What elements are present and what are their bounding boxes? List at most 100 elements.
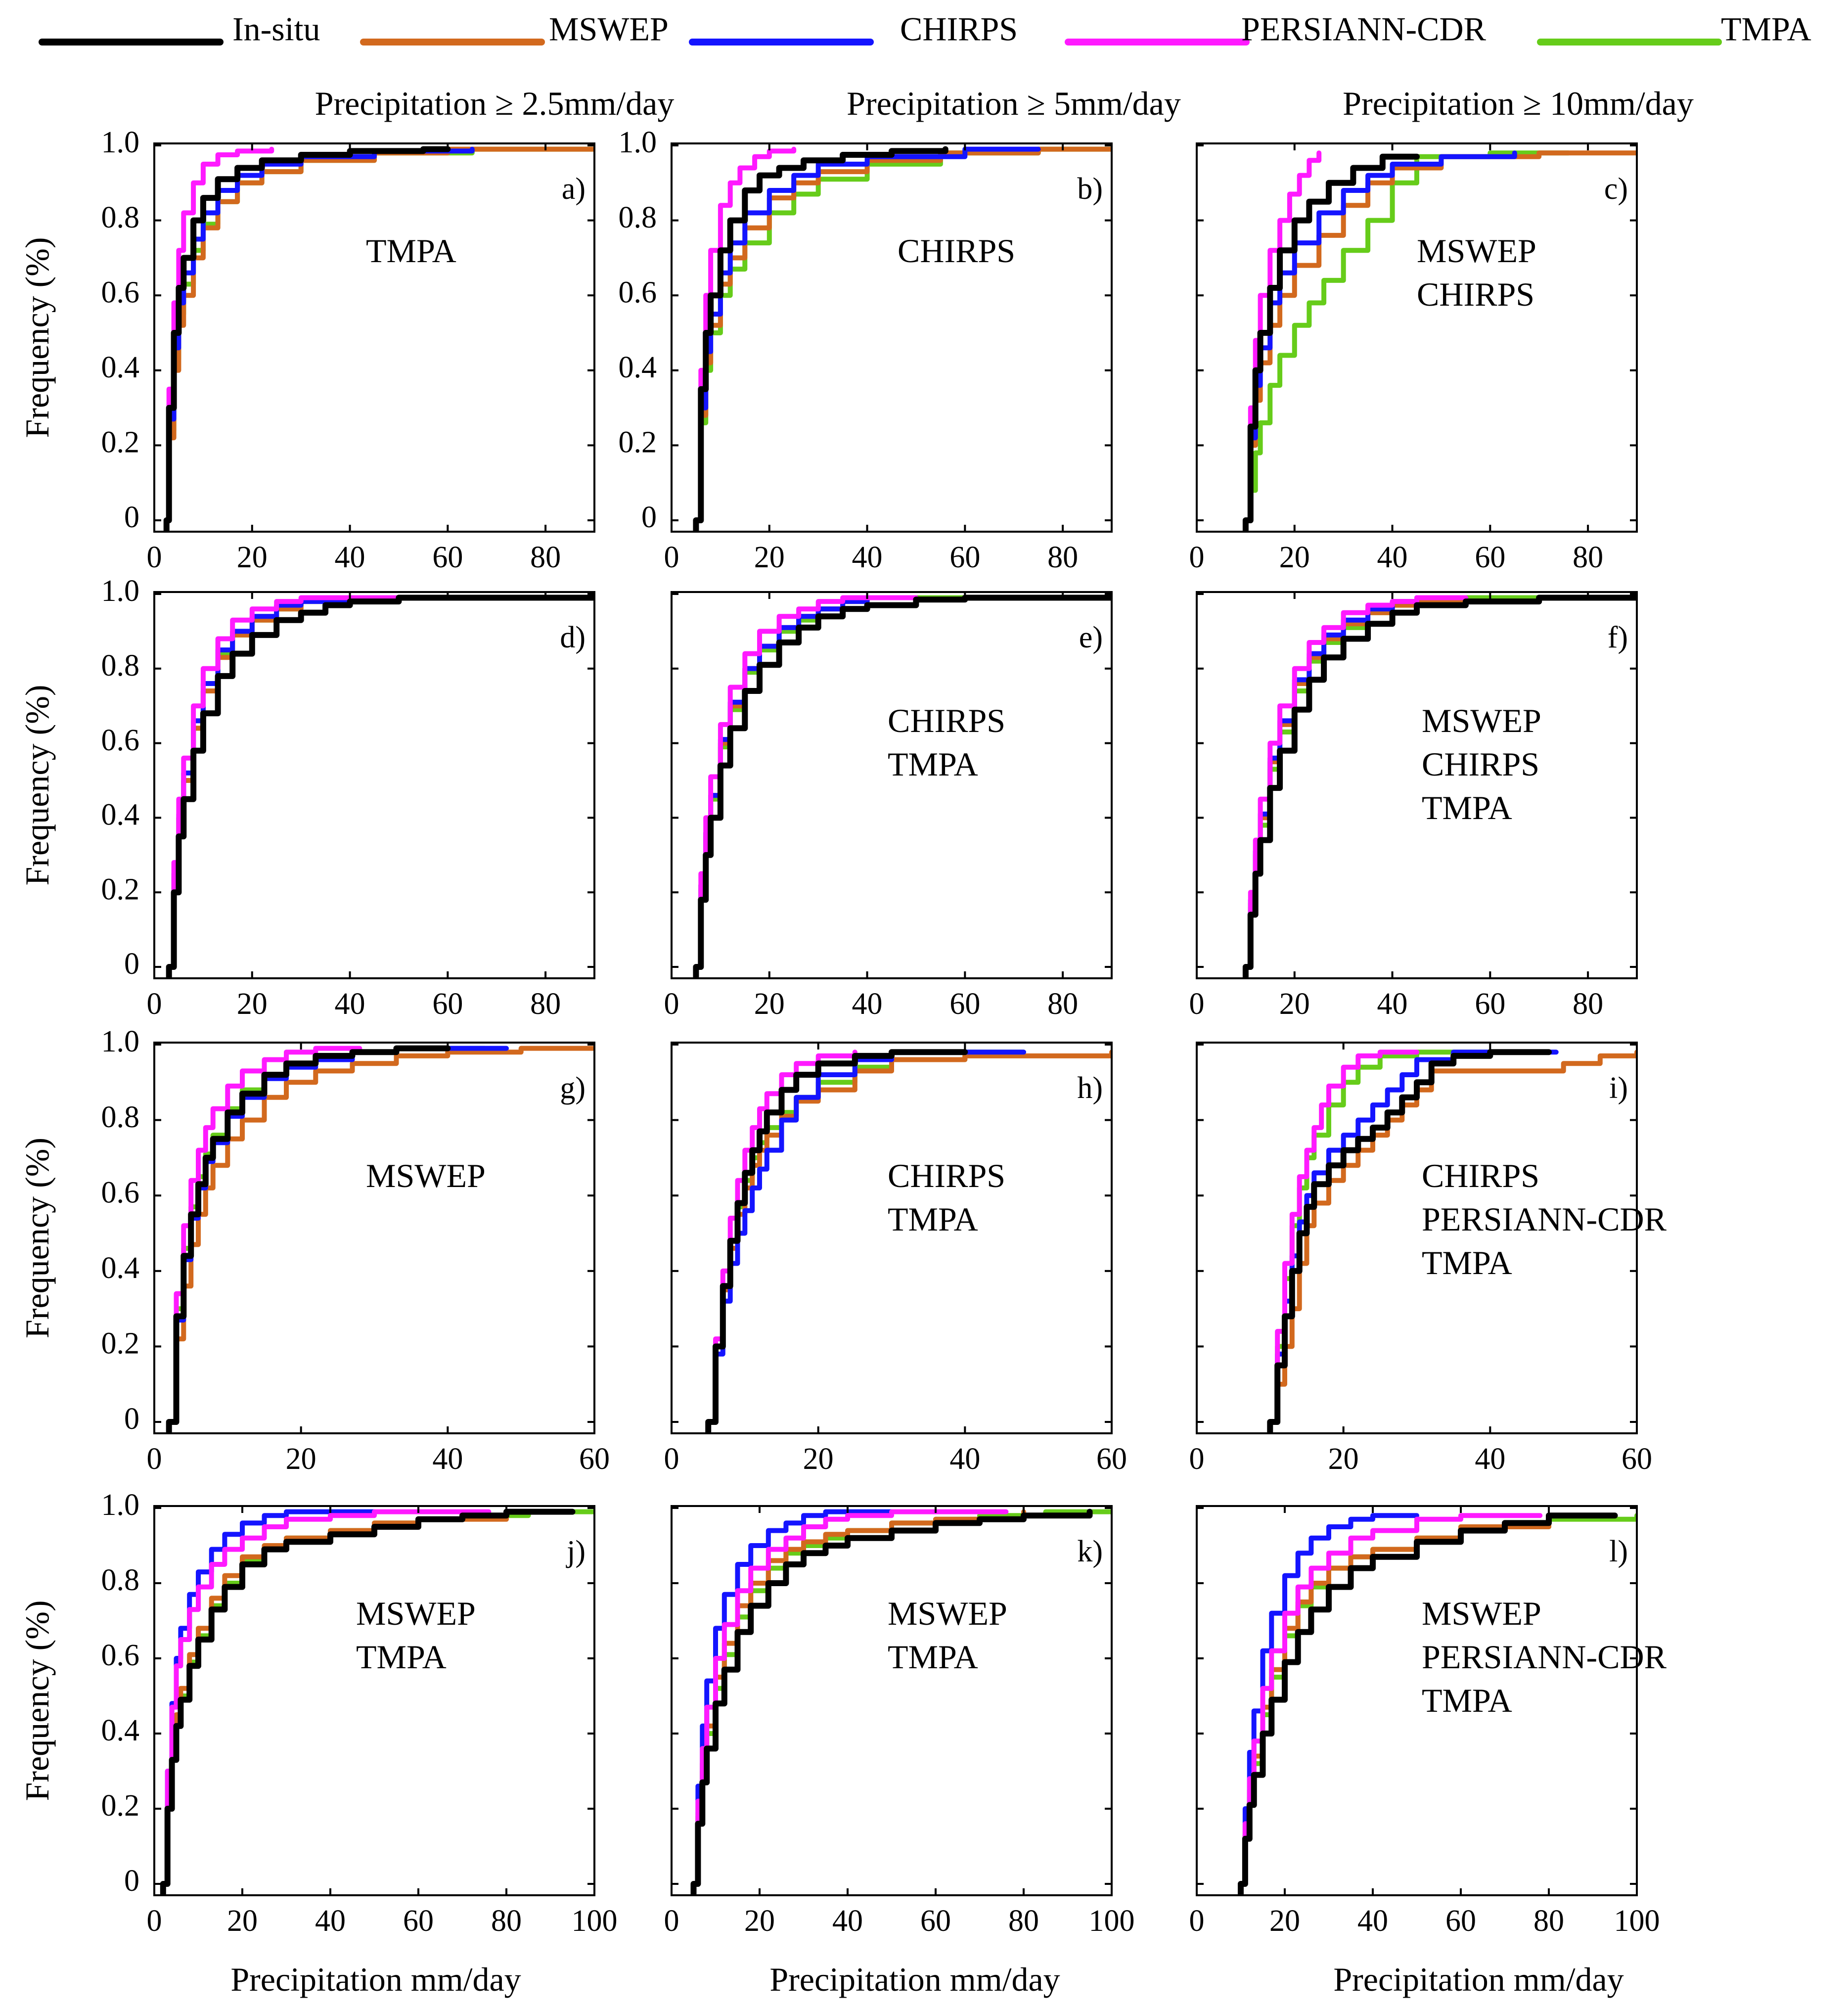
series-line-chirps [693, 595, 919, 978]
x-tick-label: 80 [530, 541, 561, 574]
series-line-in-situ [1242, 594, 1637, 978]
panel-i: 0 20 40 60 i) CHIRPS PERSIANN-CDR TMPA [1189, 1042, 1667, 1476]
y-tick-label: 0.6 [101, 275, 140, 309]
x-tick-label: 0 [664, 541, 679, 574]
annotation-line: TMPA [1422, 1682, 1512, 1719]
series-group [166, 1045, 594, 1433]
annotation-line: CHIRPS [1417, 275, 1534, 313]
x-tick-label: 20 [744, 1904, 775, 1938]
x-tick-label: 20 [1269, 1904, 1300, 1938]
series-line-persiann-cdr [1238, 1513, 1543, 1895]
annotation-line: PERSIANN-CDR [1422, 1638, 1667, 1676]
x-tick-label: 0 [1189, 1904, 1205, 1938]
y-tick-label: 0.2 [101, 1789, 140, 1823]
annotation-line: CHIRPS [1422, 745, 1539, 783]
y-tick-label: 0.2 [101, 426, 140, 459]
plot-frame [153, 1505, 595, 1896]
annotation-line: MSWEP [888, 1595, 1007, 1632]
y-tick-label: 0 [124, 501, 139, 534]
y-axis-title: Frequency (%) [18, 237, 56, 438]
panel-l: 0 20 40 60 80 100 l) MSWEP PERSIANN-CDR TMPA Preci… [1189, 1505, 1667, 1998]
plot-frame [153, 142, 595, 533]
series-line-persiann-cdr [693, 146, 797, 532]
y-tick-label: 0.2 [101, 1327, 140, 1361]
annotation-line: TMPA [1422, 789, 1512, 826]
x-tick-label: 40 [949, 1442, 980, 1476]
y-tick-label: 0.8 [101, 1100, 140, 1134]
series-line-mswep [691, 1509, 1026, 1895]
plot-frame [671, 591, 1113, 979]
annotation-line: MSWEP [356, 1595, 476, 1632]
x-tick-label: 40 [335, 987, 365, 1021]
legend-label: In-situ [232, 10, 320, 48]
series-line-mswep [166, 595, 402, 978]
x-tick-label: 40 [852, 541, 883, 574]
x-tick-label: 0 [147, 541, 162, 574]
series-group [160, 1508, 594, 1895]
annotation-line: CHIRPS [898, 232, 1015, 270]
series-group [1267, 1049, 1637, 1433]
series-line-in-situ [705, 1049, 968, 1433]
x-axis-title: Precipitation mm/day [1333, 1961, 1623, 1998]
series-line-mswep [160, 1509, 509, 1895]
panel-f: 0 20 40 60 80 f) MSWEP CHIRPS TMPA [1189, 591, 1638, 1021]
x-tick-label: 60 [1475, 541, 1505, 574]
series-line-persiann-cdr [1243, 150, 1322, 532]
x-tick-label: 20 [237, 541, 268, 574]
x-tick-label: 0 [1189, 541, 1205, 574]
y-tick-label: 0 [641, 501, 657, 534]
x-tick-label: 100 [1089, 1904, 1135, 1938]
series-group [1238, 1512, 1637, 1895]
x-tick-label: 60 [949, 541, 980, 574]
y-tick-label: 1.0 [101, 126, 140, 159]
x-tick-label: 60 [920, 1904, 951, 1938]
x-tick-label: 80 [1047, 541, 1078, 574]
legend-label: MSWEP [549, 10, 669, 48]
legend-label: PERSIANN-CDR [1241, 10, 1487, 48]
x-tick-label: 40 [852, 987, 883, 1021]
panel-k: 0 20 40 60 80 100 k) MSWEP TMPA Precipitation mm/… [664, 1505, 1135, 1998]
series-line-mswep [1243, 150, 1637, 532]
panel-label: i) [1609, 1071, 1628, 1105]
plot-frame [153, 1042, 595, 1434]
annotation-line: TMPA [1422, 1244, 1512, 1281]
y-tick-label: 0.6 [101, 1639, 140, 1672]
y-axis-title: Frequency (%) [18, 685, 56, 886]
annotation-line: CHIRPS [1422, 1157, 1539, 1194]
y-tick-label: 0.4 [101, 1251, 140, 1285]
x-tick-label: 0 [147, 1904, 162, 1938]
panel-b: 0 0.2 0.4 0.6 0.8 1.0 0 20 40 60 80 b) CHIRPS [619, 126, 1113, 574]
annotation-line: MSWEP [1422, 702, 1541, 739]
y-tick-label: 0.4 [101, 351, 140, 384]
series-line-in-situ [160, 1508, 576, 1895]
series-line-in-situ [163, 146, 451, 532]
series-group [163, 146, 594, 532]
x-tick-label: 60 [432, 987, 463, 1021]
series-line-persiann-cdr [166, 595, 402, 978]
x-tick-label: 80 [1047, 987, 1078, 1021]
x-tick-label: 20 [237, 987, 268, 1021]
y-tick-label: 0.4 [101, 1714, 140, 1747]
panel-a: 0 0.2 0.4 0.6 0.8 1.0 0 20 40 60 80 a) TMPA Frequency… [18, 126, 595, 574]
legend-item-tmpa: TMPA [1537, 10, 1811, 48]
series-line-in-situ [1267, 1049, 1552, 1433]
panel-label: c) [1604, 172, 1628, 206]
panel-label: l) [1609, 1535, 1628, 1568]
x-tick-label: 20 [1328, 1442, 1359, 1476]
column-title-3: Precipitation ≥ 10mm/day [1343, 85, 1694, 122]
x-tick-label: 60 [1475, 987, 1505, 1021]
y-tick-label: 0.2 [101, 872, 140, 906]
series-group [690, 1508, 1112, 1895]
plot-frame [671, 1505, 1113, 1896]
y-tick-label: 0.8 [101, 1563, 140, 1597]
panel-g: 0 0.2 0.4 0.6 0.8 1.0 0 20 40 60 g) MSWEP Frequency … [18, 1025, 610, 1476]
series-line-in-situ [166, 1045, 451, 1433]
annotation-line: PERSIANN-CDR [1422, 1200, 1667, 1238]
x-tick-label: 80 [1573, 541, 1603, 574]
y-tick-label: 1.0 [101, 1488, 140, 1522]
panel-label: d) [560, 621, 586, 654]
y-tick-label: 0.2 [619, 426, 657, 459]
series-line-persiann-cdr [164, 146, 274, 532]
y-tick-label: 0.8 [101, 201, 140, 234]
y-tick-label: 1.0 [101, 1025, 140, 1058]
